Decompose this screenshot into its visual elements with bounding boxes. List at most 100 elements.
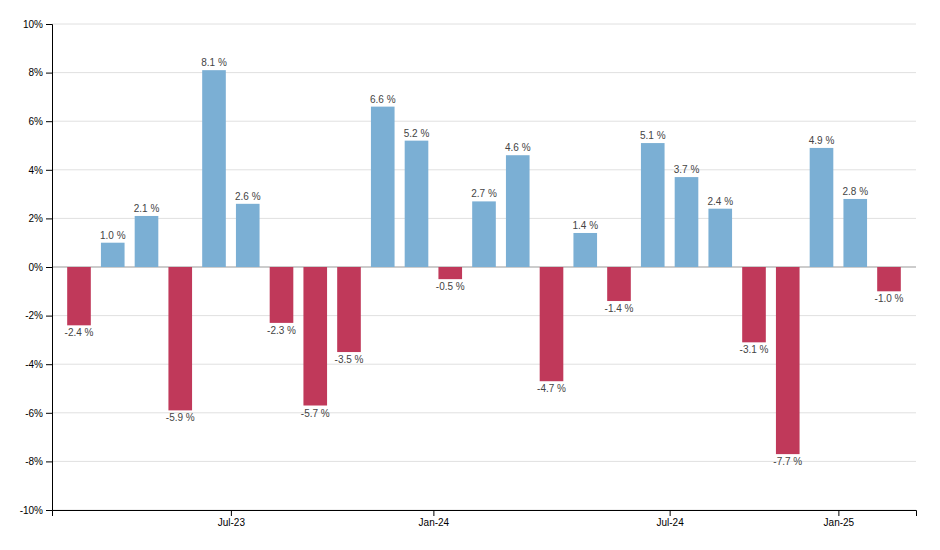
y-tick: 6%	[29, 116, 52, 127]
bar	[438, 267, 462, 279]
y-tick: -2%	[25, 310, 52, 321]
data-labels: -2.4 % 1.0 % 2.1 % -5.9 % 8.1 % 2.6 % -2.3 % -5…	[65, 57, 904, 467]
bar	[540, 267, 564, 381]
x-tick-mark	[838, 510, 839, 516]
y-tick-label: -6%	[25, 408, 43, 419]
chart: -2.4 % 1.0 % 2.1 % -5.9 % 8.1 % 2.6 % -2.3 % -5…	[0, 0, 940, 550]
y-tick-label: -10%	[20, 505, 43, 516]
data-label: 1.0 %	[100, 230, 126, 241]
y-tick-label: -2%	[25, 310, 43, 321]
bar	[303, 267, 327, 406]
grid-line	[52, 121, 916, 122]
data-label: 5.1 %	[640, 130, 666, 141]
x-tick: Jul-24	[657, 510, 685, 528]
data-label: -5.7 %	[301, 408, 330, 419]
data-label: 4.9 %	[809, 135, 835, 146]
bar	[810, 148, 834, 267]
y-tick: -8%	[25, 456, 52, 467]
bar	[371, 107, 395, 267]
bar	[168, 267, 192, 410]
grid-line	[52, 72, 916, 73]
bars	[67, 70, 901, 454]
y-tick: 0%	[29, 262, 52, 273]
bar	[742, 267, 766, 342]
y-tick: -4%	[25, 359, 52, 370]
x-tick-label: Jul-23	[218, 517, 246, 528]
data-label: 6.6 %	[370, 94, 396, 105]
y-tick-label: 2%	[29, 213, 44, 224]
data-label: 2.6 %	[235, 191, 261, 202]
bar	[236, 204, 260, 267]
bar	[270, 267, 294, 323]
data-label: 8.1 %	[201, 57, 227, 68]
grid	[52, 24, 916, 510]
y-tick-mark	[46, 73, 52, 74]
data-label: -1.0 %	[875, 293, 904, 304]
grid-line	[52, 24, 916, 25]
y-tick-mark	[46, 267, 52, 268]
x-tick-label: Jul-24	[657, 517, 685, 528]
bar	[135, 216, 159, 267]
y-axis: -10% -8% -6% -4% -2% 0% 2% 4% 6% 8% 10%	[20, 19, 53, 516]
data-label: -1.4 %	[605, 303, 634, 314]
bar	[506, 155, 530, 267]
y-tick-mark	[46, 121, 52, 122]
y-tick: 8%	[29, 67, 52, 78]
data-label: -5.9 %	[166, 412, 195, 423]
x-tick-mark	[670, 510, 671, 516]
bar	[405, 141, 429, 267]
data-label: 2.7 %	[471, 188, 497, 199]
y-tick-mark	[46, 316, 52, 317]
x-tick-label: Jan-24	[419, 517, 450, 528]
x-axis: Jul-23 Jan-24 Jul-24 Jan-25	[53, 510, 917, 528]
data-label: -0.5 %	[436, 281, 465, 292]
x-axis-line	[53, 511, 917, 517]
y-tick-mark	[46, 218, 52, 219]
x-tick-mark	[231, 510, 232, 516]
data-label: 1.4 %	[572, 220, 598, 231]
bar	[607, 267, 631, 301]
y-axis-line	[46, 25, 53, 511]
bar	[67, 267, 91, 325]
y-tick: 4%	[29, 165, 52, 176]
y-tick-mark	[46, 510, 52, 511]
y-tick-mark	[46, 461, 52, 462]
bar	[101, 243, 125, 267]
data-label: 2.1 %	[134, 203, 160, 214]
x-tick: Jul-23	[218, 510, 246, 528]
data-label: -7.7 %	[773, 456, 802, 467]
bar	[337, 267, 361, 352]
bar	[877, 267, 901, 291]
y-tick-label: 0%	[29, 262, 44, 273]
bar	[843, 199, 867, 267]
y-tick-label: 4%	[29, 165, 44, 176]
y-tick-mark	[46, 24, 52, 25]
y-tick-mark	[46, 170, 52, 171]
y-tick-label: 8%	[29, 67, 44, 78]
data-label: 2.8 %	[842, 186, 868, 197]
data-label: -3.5 %	[335, 354, 364, 365]
bar	[776, 267, 800, 454]
data-label: -3.1 %	[740, 344, 769, 355]
data-label: 4.6 %	[505, 142, 531, 153]
x-tick: Jan-24	[419, 510, 450, 528]
grid-line	[52, 169, 916, 170]
y-tick: 10%	[23, 19, 52, 30]
y-tick-mark	[46, 364, 52, 365]
data-label: 5.2 %	[404, 128, 430, 139]
bar	[675, 177, 699, 267]
data-label: -2.3 %	[267, 325, 296, 336]
bar	[472, 201, 496, 267]
bar	[202, 70, 226, 267]
data-label: 2.4 %	[707, 196, 733, 207]
plot: -2.4 % 1.0 % 2.1 % -5.9 % 8.1 % 2.6 % -2.3 % -5…	[20, 19, 917, 528]
data-label: -2.4 %	[65, 327, 94, 338]
y-tick-label: -8%	[25, 456, 43, 467]
y-tick-label: -4%	[25, 359, 43, 370]
y-tick: 2%	[29, 213, 52, 224]
y-tick: -10%	[20, 505, 52, 516]
x-tick-mark	[433, 510, 434, 516]
x-tick-label: Jan-25	[824, 517, 855, 528]
bar	[573, 233, 597, 267]
data-label: 3.7 %	[674, 164, 700, 175]
